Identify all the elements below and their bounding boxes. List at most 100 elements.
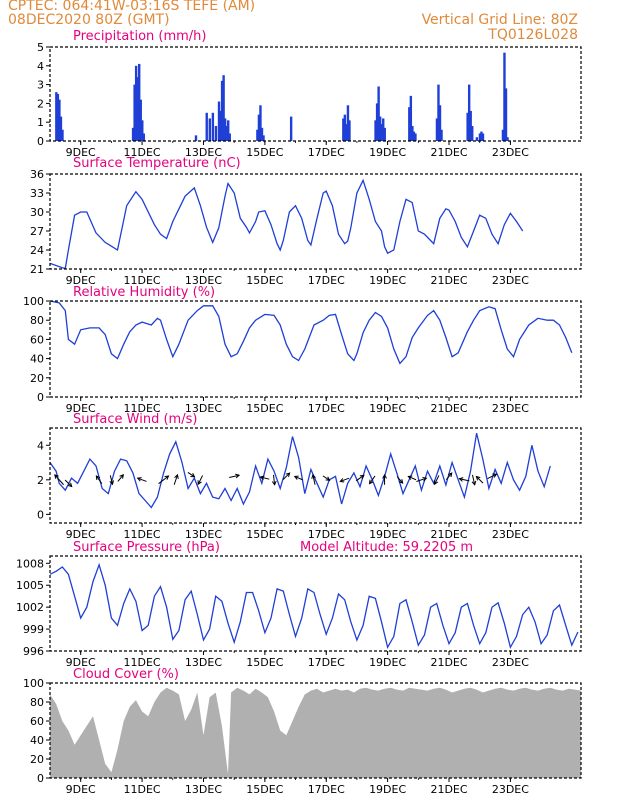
precip-bar [435,118,439,141]
panel-frame [49,427,582,524]
wind-arrow [197,475,204,486]
y-tick-label: 24 [30,244,44,257]
precip-bar [139,99,142,141]
precip-bar [409,95,413,141]
panel-4: Surface Pressure (hPa) Model Altitude: 59… [16,540,582,669]
wind-arrow [407,475,417,481]
precip-bar [214,125,218,141]
wind-arrow [259,475,270,481]
y-tick-label: 20 [30,372,44,385]
precip-bar [219,110,222,141]
panel-frame [49,300,582,398]
panel-2: Relative Humidity (%) 0 20 40 60 80 100 9DEC 11D… [23,285,582,415]
precip-bar [211,112,215,141]
x-tick-label: 15DEC [246,656,283,669]
x-tick-label: 13DEC [185,783,222,796]
x-tick-label: 23DEC [492,274,529,287]
precip-bar [228,133,231,141]
precip-bar [227,120,230,141]
precip-bar [438,105,442,141]
precip-bar [466,112,469,141]
precip-bar [59,116,63,141]
x-tick-label: 9DEC [66,274,96,287]
y-tick-label: 999 [23,623,44,636]
x-tick-label: 9DEC [66,528,96,541]
precip-bar [225,125,228,141]
wind-arrow [322,475,331,481]
precip-bar [61,129,64,141]
x-tick-label: 9DEC [66,146,96,159]
precip-bar [260,127,264,141]
precip-bar [138,63,141,141]
y-tick-label: 30 [30,206,44,219]
precip-bar [378,116,382,141]
wind-arrow [445,472,453,480]
precip-bar [377,86,380,141]
y-tick-label: 80 [30,696,44,709]
precip-bar [342,118,345,141]
x-tick-label: 17DEC [308,274,345,287]
x-tick-label: 19DEC [369,146,406,159]
precip-bar [467,84,471,141]
x-tick-label: 13DEC [185,274,222,287]
x-tick-label: 21DEC [430,146,467,159]
x-tick-label: 13DEC [185,402,222,415]
x-tick-label: 11DEC [124,402,161,415]
panel-frame [49,555,582,652]
y-tick-label: 1008 [16,557,44,570]
y-tick-label: 1 [37,116,44,129]
y-tick-label: 40 [30,353,44,366]
precip-bar [475,137,479,141]
x-tick-label: 9DEC [66,402,96,415]
panel-3: Surface Wind (m/s) 0 2 4 9DEC 11DEC 13DEC 15DEC… [37,412,582,541]
x-tick-label: 17DEC [308,656,345,669]
precip-bar [348,120,351,141]
precip-bar [141,120,144,141]
y-tick-label: 4 [37,60,44,73]
panel-title: Surface Pressure (hPa) [73,540,220,555]
model-altitude: Model Altitude: 59.2205 m [300,540,473,555]
x-tick-label: 13DEC [185,528,222,541]
wind-arrow [229,473,241,479]
x-tick-label: 21DEC [430,783,467,796]
wind-arrow [293,475,303,481]
wind-arrow [109,475,114,486]
precip-bar [58,99,61,141]
x-tick-label: 11DEC [124,783,161,796]
wind-arrow [117,473,125,482]
x-tick-label: 11DEC [124,146,161,159]
y-tick-label: 3 [37,79,44,92]
y-tick-label: 21 [30,263,44,276]
precip-bar [469,110,472,141]
precip-bar [223,118,227,141]
x-tick-label: 17DEC [308,402,345,415]
wind-arrow [54,474,64,486]
x-tick-label: 9DEC [66,783,96,796]
y-tick-label: 0 [37,135,44,148]
panel-1: Surface Temperature (nC) 21 24 27 30 33 36 9DEC… [30,156,582,287]
precip-bar [375,103,379,141]
x-tick-label: 23DEC [492,146,529,159]
y-tick-label: 0 [37,508,44,521]
precip-bar [345,124,348,141]
precip-bar [262,135,265,141]
precip-bar [142,133,146,141]
precip-bar [131,127,135,141]
x-tick-label: 13DEC [185,656,222,669]
x-tick-label: 21DEC [430,274,467,287]
precip-bar [56,94,60,141]
x-tick-label: 15DEC [246,783,283,796]
wind-arrow [433,475,440,486]
precip-bar [220,80,224,141]
panel-title: Precipitation (mm/h) [73,29,206,44]
precip-bar [471,125,474,141]
y-tick-label: 5 [37,41,44,54]
panel-0: Precipitation (mm/h) 0 1 2 3 4 5 9DEC 11DEC 13DEC… [37,29,582,159]
x-tick-label: 19DEC [369,402,406,415]
precip-bar [208,118,212,141]
wind-arrow [136,477,147,482]
y-tick-label: 1002 [16,601,44,614]
wind-arrow [471,474,477,486]
x-tick-label: 9DEC [66,656,96,669]
x-tick-label: 15DEC [246,402,283,415]
